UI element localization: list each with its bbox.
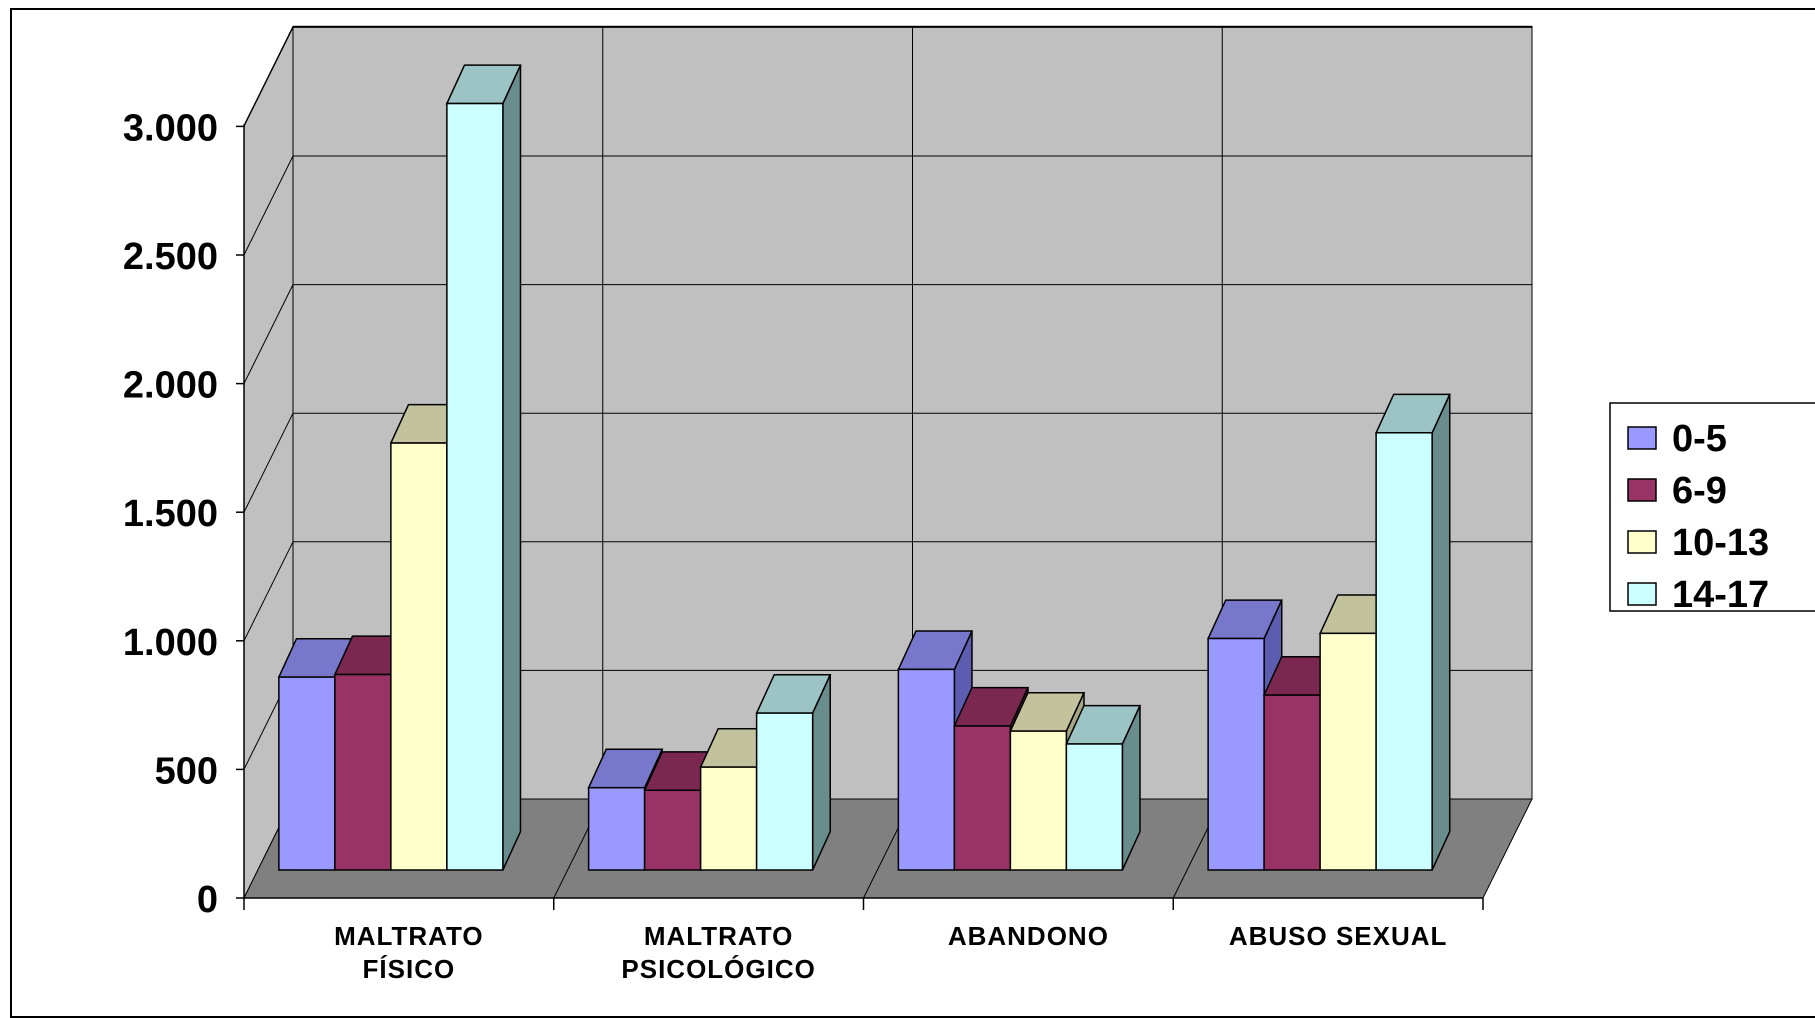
legend: 0-5 6-9 10-13 14-17 — [1609, 402, 1815, 616]
bar-front — [334, 673, 392, 871]
gridline-side — [243, 541, 294, 642]
legend-label: 14-17 — [1672, 574, 1769, 616]
y-tick-label: 2.000 — [123, 365, 218, 407]
x-category-label: MALTRATO — [334, 921, 484, 951]
bars — [277, 64, 1451, 871]
y-tick-label: 500 — [155, 750, 218, 792]
bar-front — [1319, 632, 1377, 871]
x-category-label: FÍSICO — [363, 954, 456, 984]
bar-front — [643, 789, 702, 871]
bar-front — [699, 766, 758, 871]
bar-front — [1375, 432, 1433, 871]
bar-front — [1207, 637, 1265, 871]
y-axis: 0 500 1.000 1.500 2.000 2.500 3.000 — [123, 107, 245, 921]
gridline-side — [243, 155, 294, 256]
y-tick-label: 1.000 — [123, 622, 218, 664]
y-tick-label: 1.500 — [123, 493, 218, 535]
gridline-side — [243, 27, 294, 127]
bar-front — [446, 102, 504, 871]
legend-swatch — [1627, 582, 1657, 606]
bar-front — [897, 668, 956, 871]
legend-swatch — [1627, 426, 1657, 450]
y-tick-label: 3.000 — [123, 107, 218, 149]
x-axis: MALTRATOFÍSICOMALTRATOPSICOLÓGICOABANDON… — [243, 897, 1484, 984]
bar-side — [1431, 394, 1451, 871]
legend-label: 6-9 — [1672, 470, 1727, 512]
bar-front — [1263, 694, 1321, 871]
bar-14-17-1 — [755, 673, 832, 871]
legend-label: 0-5 — [1672, 418, 1727, 460]
bar-front — [587, 786, 646, 871]
x-category-label: MALTRATO — [644, 921, 794, 951]
legend-label: 10-13 — [1672, 522, 1769, 564]
bar-front — [755, 712, 814, 871]
bar-front — [1009, 730, 1068, 871]
bar-side — [502, 64, 522, 871]
bar-front — [278, 676, 336, 871]
bar-14-17-2 — [1065, 704, 1142, 871]
y-tick-label: 2.500 — [123, 236, 218, 278]
bar-front — [1065, 743, 1124, 871]
bar-14-17-0 — [445, 64, 522, 871]
bar-14-17-3 — [1374, 393, 1451, 871]
bar-front — [390, 442, 448, 871]
x-category-label: ABANDONO — [948, 921, 1109, 951]
bar-front — [953, 725, 1012, 871]
legend-swatch — [1627, 530, 1657, 554]
gridline-side — [243, 284, 294, 384]
y-tick-label: 0 — [197, 879, 218, 921]
x-category-label: ABUSO SEXUAL — [1229, 921, 1448, 951]
legend-swatch — [1627, 478, 1657, 502]
gridline-side — [243, 412, 294, 513]
x-category-label: PSICOLÓGICO — [621, 954, 815, 984]
